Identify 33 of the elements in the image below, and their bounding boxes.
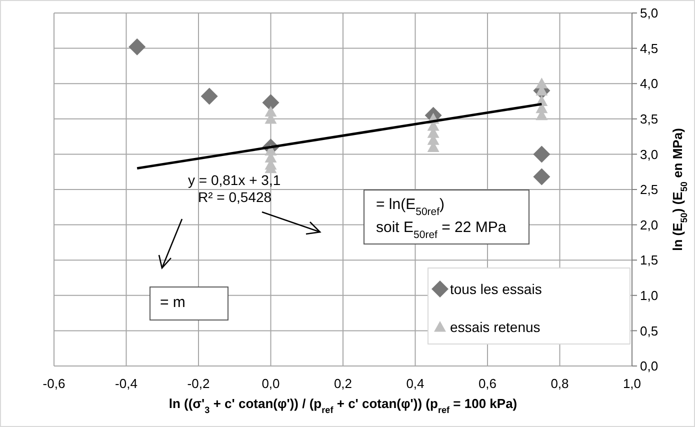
x-axis-title: ln ((σ'$_{3}$ + c' cotan(φ')) / (p$_{ref}$ + c' cotan(φ')) (p$_{ref}$ = 100 kPa) (168, 396, 518, 415)
legend-label: tous les essais (450, 280, 542, 297)
annotation: = m (160, 294, 186, 311)
y-tick-label: 4,5 (640, 40, 658, 56)
y-tick-label: 0,0 (640, 358, 658, 374)
annotation: R² = 0,5428 (198, 189, 272, 205)
point (200, 88, 218, 105)
x-tick-label: -0,6 (42, 376, 66, 391)
y-tick-label: 1,5 (640, 252, 658, 268)
y-tick-label: 2,0 (640, 217, 658, 232)
y-tick-label: 1,0 (640, 288, 658, 303)
point (533, 168, 550, 186)
x-tick-label: 0,2 (334, 376, 352, 391)
legend-label: essais retenus (450, 318, 540, 335)
point (262, 94, 280, 112)
y-tick-label: 3,0 (640, 146, 658, 162)
x-tick-label: -0,2 (187, 376, 210, 391)
annotation: y = 0,81x + 3,1 (188, 172, 281, 188)
x-tick-label: 0,8 (550, 376, 569, 391)
y-tick-label: 3,5 (640, 111, 658, 126)
x-tick-label: 0,6 (478, 376, 497, 391)
annotation: = ln(E$_{50ref}$) (376, 196, 445, 218)
y-tick-label: 4,0 (640, 76, 658, 92)
annotation: soit E$_{50ref}$ = 22 MPa (376, 219, 507, 241)
y-tick-label: 5,0 (640, 6, 658, 21)
x-tick-label: 0,4 (406, 376, 424, 391)
x-tick-label: 1,0 (622, 376, 642, 391)
y-tick-label: 2,5 (640, 182, 658, 198)
point (128, 38, 146, 56)
point (533, 146, 550, 163)
x-tick-label: 0,0 (262, 376, 280, 391)
x-tick-label: -0,4 (115, 376, 138, 391)
y-tick-label: 0,5 (640, 323, 658, 338)
